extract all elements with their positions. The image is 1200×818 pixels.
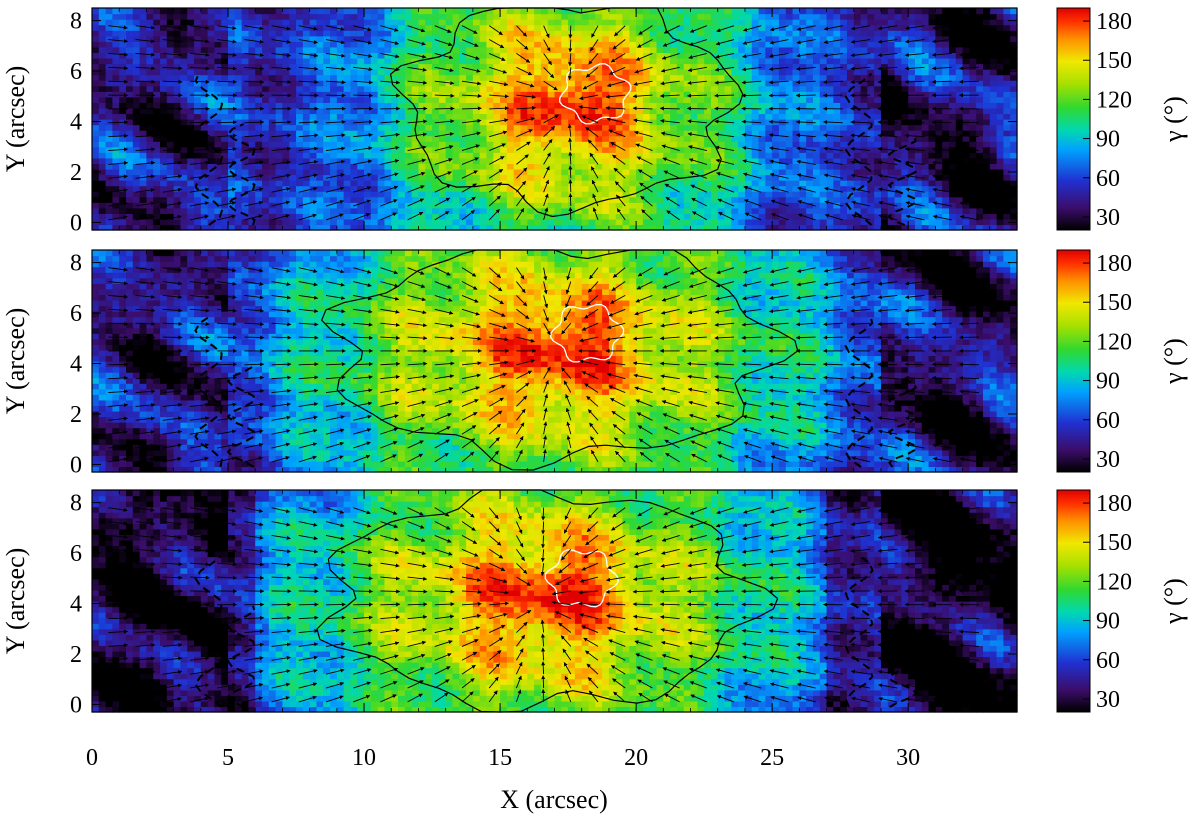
vector-arrow: [878, 364, 897, 365]
vector-arrow: [687, 591, 706, 592]
colorbar-tick-label: 90: [1096, 127, 1120, 153]
y-tick-label: 2: [70, 642, 82, 668]
vector-arrow: [408, 604, 427, 605]
x-tick-label: 10: [352, 745, 376, 771]
vector-arrow: [878, 337, 897, 338]
vector-arrow: [244, 337, 263, 338]
colorbar-tick-label: 90: [1096, 609, 1120, 635]
colorbar-tick-label: 180: [1096, 251, 1132, 277]
vector-arrow: [217, 364, 236, 365]
vector-arrow: [163, 122, 182, 123]
colorbar-panel-3: 30 60 90 120 150 180 γ (°): [1057, 490, 1188, 713]
vector-arrow: [543, 676, 544, 688]
y-axis-title: Y (arcsec): [1, 548, 30, 655]
colorbar-tick-label: 30: [1096, 687, 1120, 713]
y-tick-label: 8: [70, 251, 82, 277]
vector-arrow: [570, 180, 571, 192]
colorbar-tick-label: 180: [1096, 9, 1132, 35]
y-tick-label: 2: [70, 402, 82, 428]
colorbar-label: γ (°): [1159, 338, 1188, 385]
vector-arrow: [435, 108, 454, 109]
y-tick-label: 8: [70, 491, 82, 517]
colorbar-tick-label: 30: [1096, 447, 1120, 473]
x-tick-label: 15: [488, 745, 512, 771]
colorbar-tick-label: 120: [1096, 329, 1132, 355]
vector-arrow: [244, 364, 263, 365]
vector-arrow: [687, 604, 706, 605]
vector-arrow: [217, 337, 236, 338]
x-tick-label: 0: [86, 745, 98, 771]
x-tick-label: 5: [222, 745, 234, 771]
colorbar-panel-2: 30 60 90 120 150 180 γ (°): [1057, 250, 1188, 473]
vector-arrow: [108, 122, 127, 123]
colorbar-tick-label: 150: [1096, 48, 1132, 74]
vector-arrow: [136, 122, 155, 123]
y-axis-title: Y (arcsec): [1, 308, 30, 415]
colorbar-tick-label: 60: [1096, 648, 1120, 674]
y-tick-label: 0: [70, 210, 82, 236]
colorbar-tick-label: 60: [1096, 166, 1120, 192]
y-tick-label: 4: [70, 110, 82, 136]
y-tick-label: 6: [70, 301, 82, 327]
x-axis: 0 5 10 15 20 25 30: [86, 745, 920, 771]
colorbar-tick-label: 180: [1096, 491, 1132, 517]
vector-arrow: [570, 26, 571, 38]
y-tick-label: 0: [70, 692, 82, 718]
vector-arrow: [769, 95, 788, 96]
vector-arrow: [660, 604, 679, 605]
vector-arrow: [742, 95, 761, 96]
x-tick-label: 30: [896, 745, 920, 771]
colorbar-panel-1: 30 60 90 120 150 180 γ (°): [1057, 8, 1188, 231]
y-tick-label: 4: [70, 352, 82, 378]
vector-arrow: [190, 364, 209, 365]
vector-arrow: [380, 591, 399, 592]
vector-arrow: [108, 618, 127, 619]
y-tick-label: 6: [70, 541, 82, 567]
y-tick-label: 0: [70, 452, 82, 478]
vector-arrow: [380, 95, 399, 96]
vector-arrow: [543, 522, 544, 534]
y-tick-label: 8: [70, 9, 82, 35]
vector-arrow: [851, 337, 870, 338]
x-tick-label: 25: [760, 745, 784, 771]
colorbar-tick-label: 120: [1096, 87, 1132, 113]
y-tick-label: 2: [70, 160, 82, 186]
colorbar-tick-label: 150: [1096, 530, 1132, 556]
colorbar-label: γ (°): [1159, 96, 1188, 143]
panel-2: 0 2 4 6 8 Y (arcsec) 30 60 90 120 150 180 γ (°): [1, 250, 1188, 478]
y-tick-label: 6: [70, 59, 82, 85]
colorbar-tick-label: 120: [1096, 569, 1132, 595]
colorbar-tick-label: 150: [1096, 290, 1132, 316]
colorbar-tick-label: 30: [1096, 205, 1120, 231]
vector-arrow: [353, 591, 372, 592]
vector-arrow: [959, 618, 978, 619]
x-axis-title: X (arcsec): [500, 785, 608, 814]
vector-arrow: [462, 108, 481, 109]
vector-arrow: [959, 122, 978, 123]
vector-arrow: [190, 337, 209, 338]
vector-arrow: [380, 604, 399, 605]
vector-arrow: [851, 364, 870, 365]
vector-arrow: [715, 591, 734, 592]
vector-arrow: [905, 364, 924, 365]
x-tick-label: 20: [624, 745, 648, 771]
vector-arrow: [543, 508, 544, 520]
vector-arrow: [660, 108, 679, 109]
panel-3: 0 2 4 6 8 Y (arcsec) 30 60 90 120 150 180 γ (°): [1, 490, 1188, 718]
colorbar-tick-label: 90: [1096, 369, 1120, 395]
panel-1: 0 2 4 6 8 Y (arcsec) 30 60 90 120 150 180 γ (°): [1, 8, 1188, 236]
colorbar-label: γ (°): [1159, 578, 1188, 625]
colorbar-tick-label: 60: [1096, 408, 1120, 434]
vector-arrow: [905, 337, 924, 338]
vector-arrow: [353, 95, 372, 96]
y-tick-label: 4: [70, 592, 82, 618]
y-axis-title: Y (arcsec): [1, 66, 30, 173]
